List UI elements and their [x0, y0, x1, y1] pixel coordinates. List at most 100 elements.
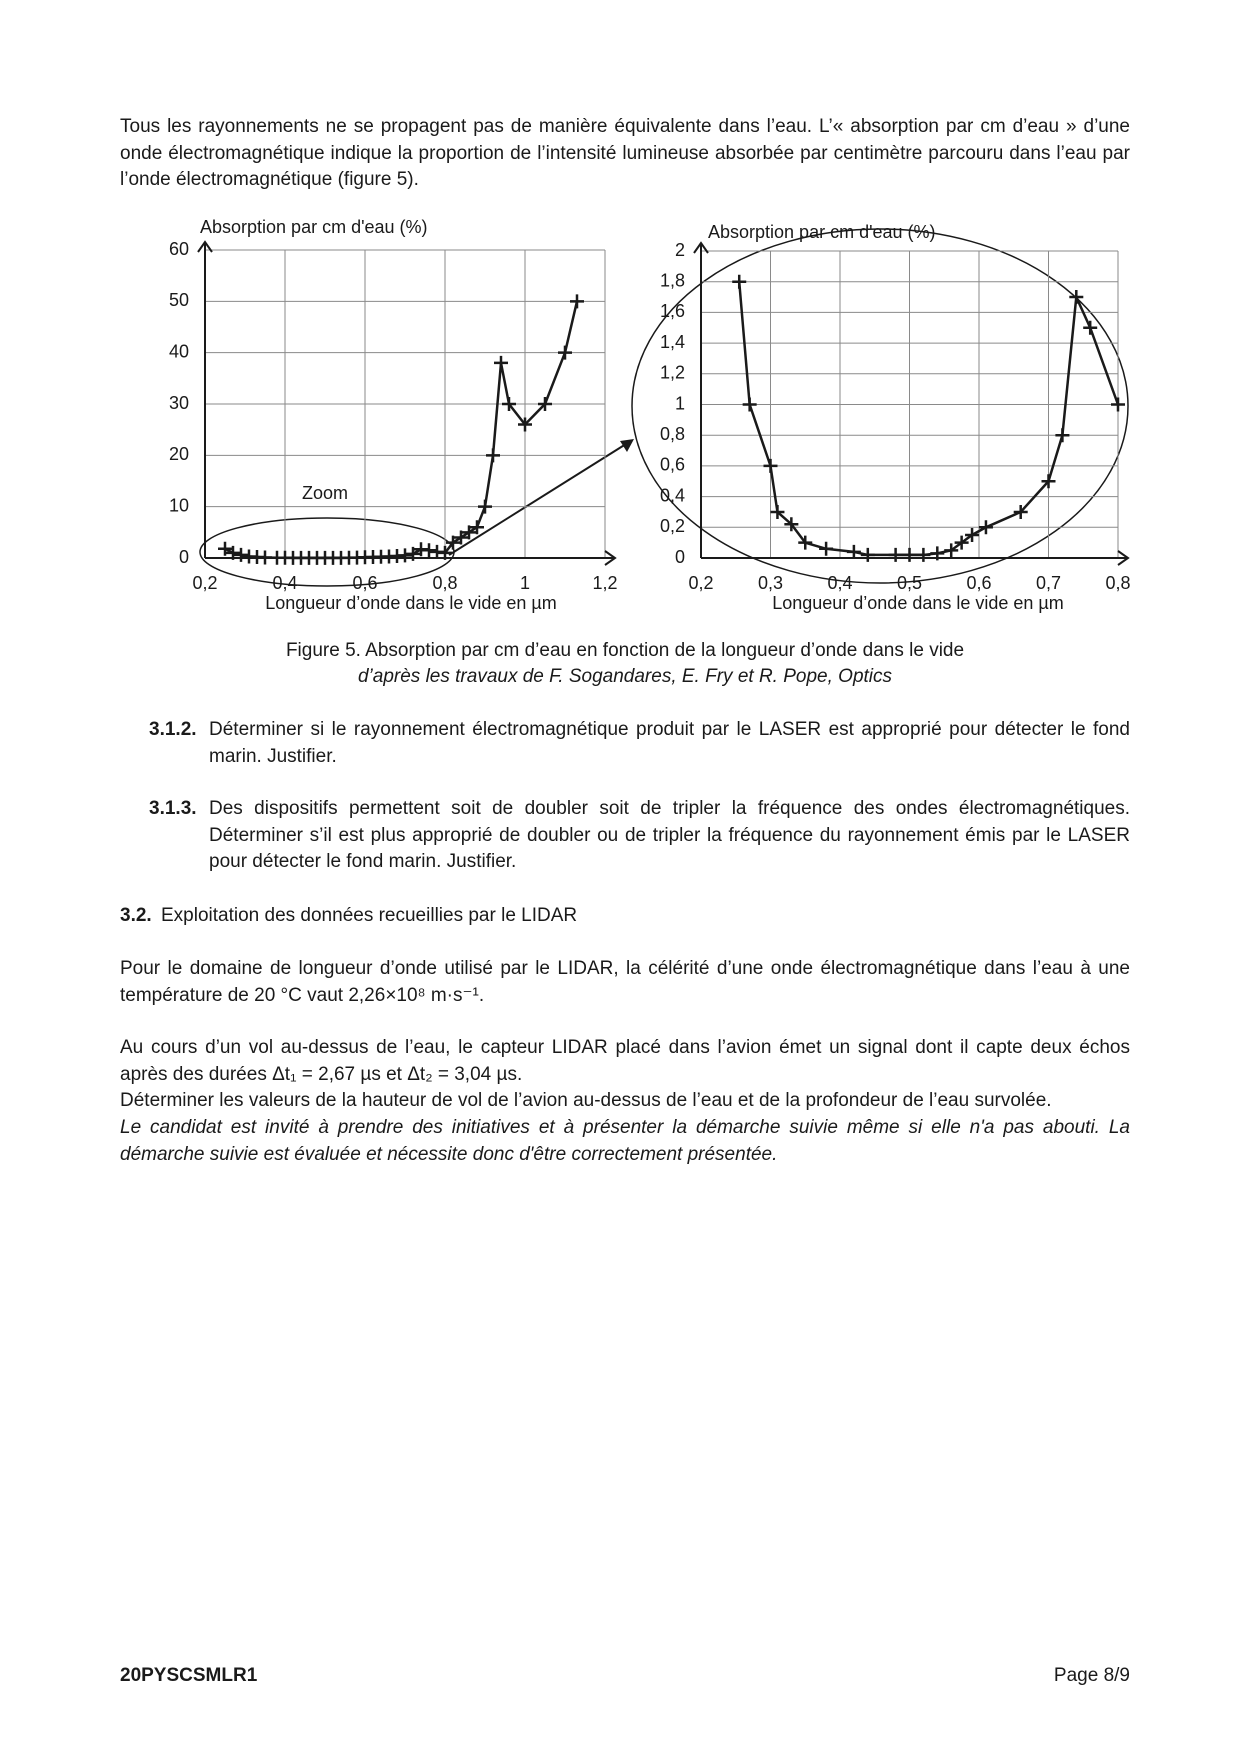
data-point	[234, 547, 248, 562]
section-number: 3.2.	[120, 905, 152, 926]
data-point	[558, 345, 572, 360]
y-tick-label: 2	[675, 240, 685, 260]
data-point	[470, 520, 484, 535]
x-tick-label: 1,2	[592, 573, 617, 593]
data-point	[916, 547, 931, 562]
paragraph: Déterminer les valeurs de la hauteur de …	[120, 1090, 1052, 1111]
data-point	[538, 397, 552, 411]
paragraph: Au cours d’un vol au-dessus de l’eau, le…	[120, 1037, 1130, 1085]
x-axis-arrow	[1117, 550, 1130, 566]
y-axis-label: Absorption par cm d'eau (%)	[708, 222, 936, 242]
data-point	[784, 517, 799, 532]
zoom-arrow	[448, 443, 627, 556]
data-point	[1083, 320, 1098, 335]
data-point	[860, 547, 875, 562]
y-tick-label: 10	[169, 495, 189, 515]
x-tick-label: 0,8	[1105, 573, 1130, 593]
data-point	[422, 543, 436, 558]
data-point	[902, 547, 917, 562]
y-tick-label: 50	[169, 290, 189, 310]
x-tick-label: 1	[520, 573, 530, 593]
data-point	[226, 545, 240, 560]
data-point	[398, 548, 412, 563]
y-tick-label: 0,4	[660, 485, 685, 505]
intro: Tous les rayonnements ne se propagent pa…	[120, 116, 1130, 190]
data-point	[1111, 397, 1125, 412]
x-tick-label: 0,6	[352, 573, 377, 593]
y-tick-label: 0	[675, 547, 685, 567]
arrow-head	[620, 439, 634, 452]
x-tick-label: 0,3	[758, 573, 783, 593]
footer-code: 20PYSCSMLR1	[120, 1665, 258, 1686]
y-tick-label: 1,6	[660, 301, 685, 321]
data-point	[1055, 428, 1070, 443]
data-point	[570, 294, 584, 309]
data-point	[486, 448, 500, 463]
data-point	[218, 541, 232, 556]
data-point	[1041, 474, 1056, 489]
data-point	[502, 397, 516, 411]
y-tick-label: 0,8	[660, 424, 685, 444]
y-tick-label: 1,8	[660, 270, 685, 290]
y-tick-label: 20	[169, 444, 189, 464]
x-tick-label: 0,6	[966, 573, 991, 593]
data-point	[462, 525, 476, 540]
data-point	[406, 546, 420, 561]
data-point	[846, 544, 861, 559]
x-tick-label: 0,8	[432, 573, 457, 593]
caption: Figure 5. Absorption par cm d’eau en fon…	[285, 640, 965, 661]
x-axis-arrow	[604, 550, 617, 566]
data-point	[446, 535, 460, 550]
paragraph: Pour le domaine de longueur d’onde utili…	[120, 958, 1130, 1006]
data-point	[930, 546, 945, 561]
y-tick-label: 0,6	[660, 455, 685, 475]
data-point	[978, 520, 993, 535]
question: Des dispositifs permettent soit de doubl…	[209, 798, 1130, 872]
data-point	[954, 535, 969, 550]
data-point	[494, 355, 508, 370]
footer-page: Page 8/9	[1053, 1665, 1130, 1686]
y-tick-label: 0,2	[660, 516, 685, 536]
data-point	[1069, 290, 1084, 305]
x-tick-label: 0,7	[1036, 573, 1061, 593]
data-point	[742, 397, 757, 412]
data-point	[819, 541, 834, 556]
data-point	[944, 543, 959, 558]
data-point	[478, 499, 492, 514]
y-axis-arrow	[197, 240, 213, 253]
y-tick-label: 1	[675, 393, 685, 413]
y-tick-label: 30	[169, 393, 189, 413]
question-number: 3.1.2.	[149, 719, 197, 740]
annotation: Zoom	[302, 483, 348, 503]
data-point	[732, 274, 747, 289]
data-point	[454, 530, 468, 545]
y-axis-arrow	[693, 241, 709, 254]
data-point	[770, 504, 785, 519]
x-tick-label: 0,2	[192, 573, 217, 593]
data-point	[798, 535, 813, 550]
y-tick-label: 0	[179, 547, 189, 567]
data-line	[737, 281, 1120, 557]
x-axis-label: Longueur d’onde dans le vide en µm	[772, 593, 1064, 613]
y-tick-label: 40	[169, 341, 189, 361]
x-axis-label: Longueur d’onde dans le vide en µm	[265, 593, 557, 613]
y-tick-label: 60	[169, 239, 189, 259]
data-point	[438, 545, 452, 560]
zoom-ellipse	[631, 228, 1129, 584]
section-title: Exploitation des données recueillies par…	[161, 905, 578, 926]
x-tick-label: 0,4	[827, 573, 852, 593]
data-point	[763, 458, 778, 473]
x-tick-label: 0,5	[897, 573, 922, 593]
data-point	[965, 527, 980, 542]
y-tick-label: 1,4	[660, 332, 685, 352]
x-tick-label: 0,2	[688, 573, 713, 593]
x-tick-label: 0,4	[272, 573, 297, 593]
question-number: 3.1.3.	[149, 798, 197, 819]
data-point	[518, 417, 532, 432]
y-tick-label: 1,2	[660, 363, 685, 383]
paragraph: Le candidat est invité à prendre des ini…	[120, 1117, 1130, 1165]
question: Déterminer si le rayonnement électromagn…	[209, 719, 1130, 767]
data-point	[1013, 504, 1028, 519]
